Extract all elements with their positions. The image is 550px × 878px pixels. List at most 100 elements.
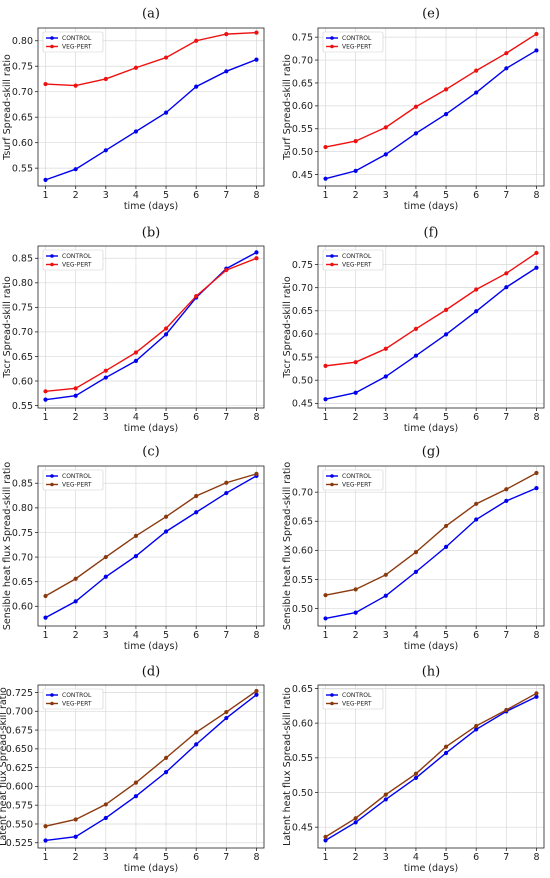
data-point: [43, 615, 48, 620]
legend-swatch-marker: [330, 254, 334, 258]
data-point: [194, 293, 199, 299]
legend-swatch-marker: [330, 36, 334, 40]
data-point: [534, 691, 539, 696]
legend-entry: CONTROL: [62, 253, 92, 260]
y-tick-label: 0.65: [12, 112, 33, 123]
legend-swatch-marker: [50, 36, 54, 40]
y-tick-label: 0.70: [12, 327, 33, 338]
series-line: [45, 690, 257, 827]
series-veg-pert: [323, 470, 539, 598]
data-point: [224, 709, 229, 715]
chart-panel-a: (a) 1 2 3 4 5 6 7 8 0.55 0.60 0.65 0.70 0.75 0.80 time …: [2, 7, 265, 212]
data-point: [163, 755, 169, 760]
data-point: [133, 358, 139, 363]
x-tick-label: 1: [43, 630, 49, 641]
series-line: [45, 251, 257, 401]
x-tick-label: 2: [353, 190, 359, 201]
legend-swatch-marker: [330, 693, 334, 697]
data-point: [133, 533, 139, 539]
data-point: [413, 569, 419, 574]
data-point: [443, 744, 449, 749]
x-tick-label: 2: [353, 412, 359, 423]
x-tick-label: 6: [193, 852, 199, 863]
legend: CONTROL VEG-PERT: [42, 469, 104, 491]
y-tick-label: 0.45: [292, 822, 313, 833]
legend-entry: VEG-PERT: [342, 44, 372, 51]
x-tick-label: 8: [533, 630, 539, 641]
x-tick-label: 3: [103, 412, 109, 423]
data-point: [254, 688, 259, 694]
x-tick-label: 1: [43, 412, 49, 423]
x-axis-label: time (days): [404, 641, 458, 652]
x-tick-label: 1: [323, 190, 329, 201]
y-tick-label: 0.55: [292, 575, 313, 586]
plot-frame: [37, 27, 265, 187]
data-point: [133, 350, 139, 355]
y-tick-label: 0.60: [12, 138, 33, 149]
y-tick-label: 0.70: [292, 487, 313, 498]
legend: CONTROL VEG-PERT: [322, 31, 384, 53]
x-tick-label: 3: [103, 630, 109, 641]
data-point: [254, 471, 259, 476]
x-axis-label: time (days): [404, 201, 458, 212]
x-tick-label: 4: [133, 852, 139, 863]
data-point: [103, 802, 108, 807]
data-point: [43, 593, 48, 599]
chart-panel-h: (h) 1 2 3 4 5 6 7 8 0.45 0.50 0.55 0.60 0.65 time (day…: [282, 665, 545, 874]
series-line: [325, 692, 537, 838]
data-point: [163, 110, 169, 115]
data-point: [163, 529, 169, 534]
series-veg-pert: [43, 256, 259, 394]
y-tick-label: 0.85: [12, 254, 33, 265]
x-tick-label: 3: [383, 412, 389, 423]
y-tick-label: 0.70: [12, 87, 33, 98]
data-point: [443, 750, 449, 756]
data-point: [534, 31, 539, 37]
x-tick-label: 8: [253, 852, 259, 863]
series-line: [45, 257, 257, 393]
data-point: [163, 770, 169, 775]
plot-frame: [317, 27, 545, 187]
data-point: [504, 271, 509, 276]
x-axis-label: time (days): [124, 641, 178, 652]
data-point: [194, 84, 199, 89]
x-axis-label: time (days): [124, 201, 178, 212]
y-tick-label: 0.70: [292, 283, 313, 294]
x-tick-label: 7: [223, 190, 229, 201]
data-point: [383, 125, 388, 130]
y-tick-label: 0.65: [12, 352, 33, 363]
chart-panel-c: (c) 1 2 3 4 5 6 7 8 0.60 0.65 0.70 0.75 0.80 0.85 time …: [2, 445, 265, 652]
y-tick-label: 0.80: [12, 278, 33, 289]
x-tick-label: 3: [383, 190, 389, 201]
x-tick-label: 8: [253, 412, 259, 423]
series-control: [323, 48, 539, 181]
series-line: [45, 31, 257, 87]
data-point: [43, 824, 48, 829]
x-axis-label: time (days): [124, 863, 178, 874]
x-tick-label: 4: [133, 630, 139, 641]
x-tick-label: 7: [223, 412, 229, 423]
legend-entry: VEG-PERT: [342, 482, 372, 489]
panel-label: (a): [142, 7, 160, 22]
x-tick-label: 2: [353, 852, 359, 863]
x-tick-label: 8: [253, 190, 259, 201]
x-tick-label: 7: [503, 852, 509, 863]
x-tick-label: 5: [163, 852, 169, 863]
series-line: [45, 694, 257, 842]
legend-entry: VEG-PERT: [342, 262, 372, 269]
y-axis-label: Sensible heat flux Spread-skill ratio: [282, 462, 293, 630]
data-point: [43, 838, 48, 843]
data-point: [73, 834, 78, 839]
y-axis-label: Sensible heat flux Spread-skill ratio: [2, 462, 13, 630]
legend-swatch-marker: [50, 693, 54, 697]
data-point: [224, 715, 229, 721]
x-tick-label: 2: [353, 630, 359, 641]
series-line: [325, 49, 537, 180]
x-tick-label: 4: [413, 852, 419, 863]
x-tick-label: 6: [473, 412, 479, 423]
legend-entry: VEG-PERT: [62, 262, 92, 269]
series-line: [325, 472, 537, 596]
series-control: [323, 486, 539, 621]
legend-swatch-marker: [330, 262, 334, 267]
